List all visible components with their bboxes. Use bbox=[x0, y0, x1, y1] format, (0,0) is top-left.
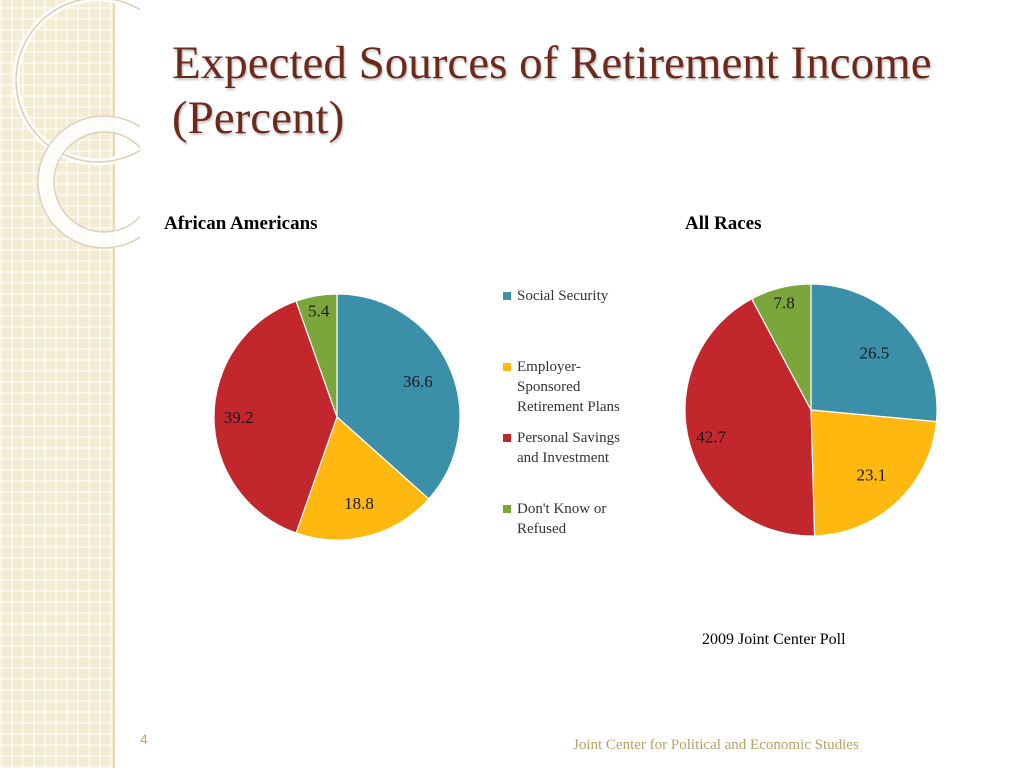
data-label-personal-savings: 42.7 bbox=[696, 427, 726, 446]
legend-item-social-security: Social Security bbox=[503, 286, 608, 306]
data-label-social-security: 36.6 bbox=[403, 372, 433, 391]
data-label-dont-know: 7.8 bbox=[774, 293, 795, 312]
slide-title: Expected Sources of Retirement Income (P… bbox=[172, 37, 932, 144]
legend-label: Employer- Sponsored Retirement Plans bbox=[517, 359, 620, 415]
legend-item-dont-know: Don't Know or Refused bbox=[503, 499, 606, 539]
decorative-rings bbox=[12, 0, 140, 249]
pie-slice-personal-savings bbox=[213, 300, 338, 534]
legend-swatch bbox=[503, 434, 511, 442]
pie-slice-dont-know bbox=[750, 283, 812, 411]
page-number: 4 bbox=[140, 731, 148, 747]
pie-title-african-americans: African Americans bbox=[164, 213, 318, 234]
pie-title-all-races: All Races bbox=[685, 213, 762, 234]
pie-slice-personal-savings bbox=[684, 297, 816, 537]
legend-label: Don't Know or Refused bbox=[517, 501, 607, 537]
side-strip-edge bbox=[113, 0, 115, 768]
pie-slice-employer-plans bbox=[810, 409, 938, 537]
data-label-social-security: 26.5 bbox=[859, 343, 889, 362]
pie-slice-dont-know bbox=[295, 293, 338, 418]
legend-swatch bbox=[503, 292, 511, 300]
legend-label: Personal Savings and Investment bbox=[517, 430, 620, 466]
legend-item-personal-savings: Personal Savings and Investment bbox=[503, 428, 620, 468]
pie-slice-social-security bbox=[810, 283, 938, 423]
legend-swatch bbox=[503, 363, 511, 371]
legend-item-employer-plans: Employer- Sponsored Retirement Plans bbox=[503, 357, 620, 417]
legend-label: Social Security bbox=[517, 288, 609, 304]
data-label-employer-plans: 18.8 bbox=[344, 494, 374, 513]
data-label-personal-savings: 39.2 bbox=[224, 408, 254, 427]
data-label-employer-plans: 23.1 bbox=[856, 465, 886, 484]
source-note: 2009 Joint Center Poll bbox=[702, 631, 846, 648]
footer-text: Joint Center for Political and Economic … bbox=[573, 737, 859, 753]
legend-swatch bbox=[503, 505, 511, 513]
pie-slice-social-security bbox=[336, 293, 461, 500]
data-label-dont-know: 5.4 bbox=[308, 301, 330, 320]
pie-slice-employer-plans bbox=[295, 415, 430, 541]
